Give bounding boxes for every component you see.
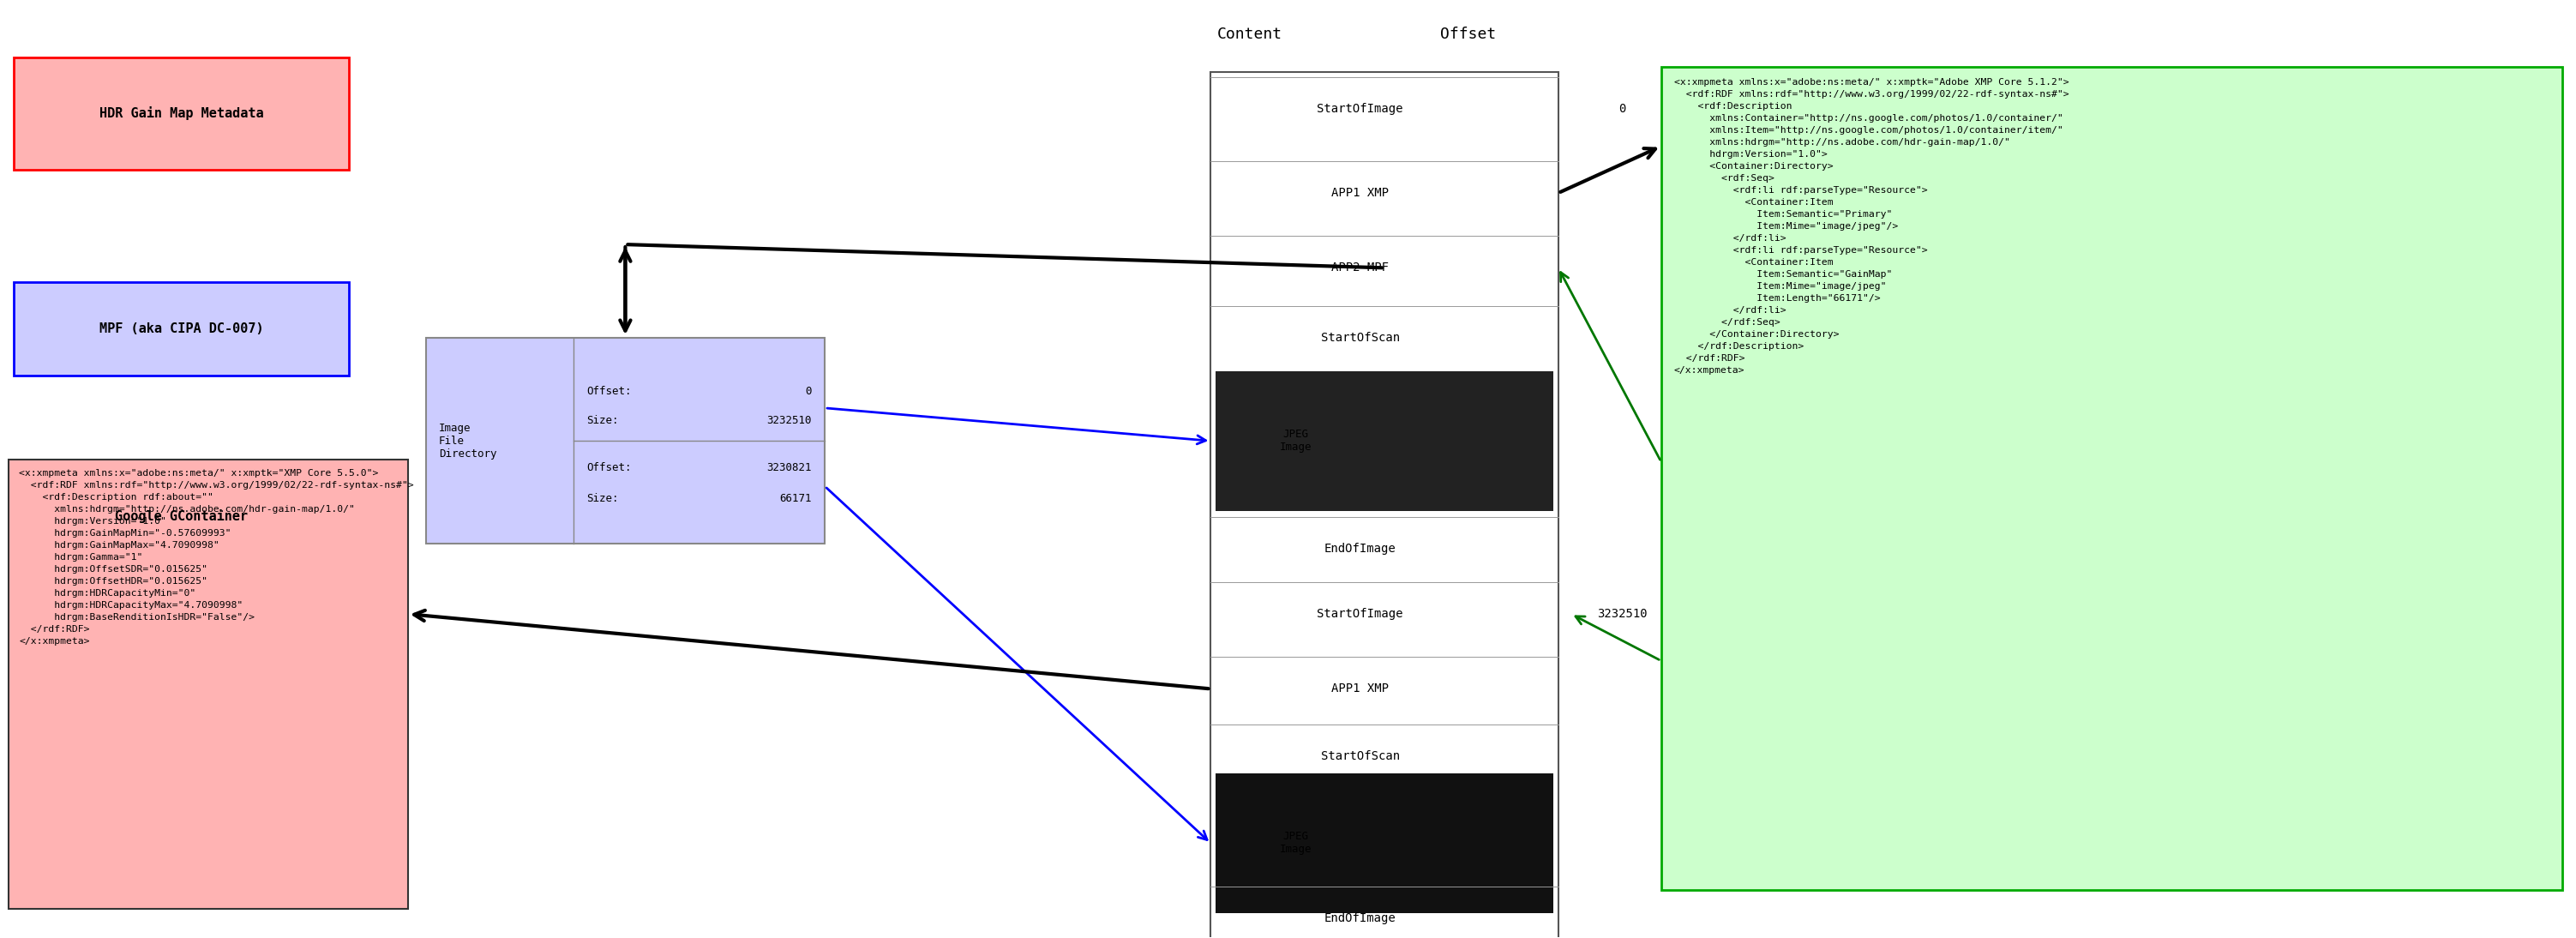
FancyBboxPatch shape <box>13 469 348 563</box>
FancyBboxPatch shape <box>13 57 348 170</box>
Text: EndOfImage: EndOfImage <box>1324 912 1396 924</box>
Text: HDR Gain Map Metadata: HDR Gain Map Metadata <box>100 107 263 120</box>
Text: Image
File
Directory: Image File Directory <box>438 422 497 460</box>
Text: EndOfImage: EndOfImage <box>1324 542 1396 554</box>
Text: Google GContainer: Google GContainer <box>116 509 247 522</box>
FancyBboxPatch shape <box>1216 773 1553 914</box>
Text: APP1 XMP: APP1 XMP <box>1332 187 1388 199</box>
Text: <x:xmpmeta xmlns:x="adobe:ns:meta/" x:xmptk="XMP Core 5.5.0">
  <rdf:RDF xmlns:r: <x:xmpmeta xmlns:x="adobe:ns:meta/" x:xm… <box>18 469 415 645</box>
Text: 0: 0 <box>1618 103 1625 114</box>
FancyBboxPatch shape <box>1662 67 2563 890</box>
Text: MPF (aka CIPA DC-007): MPF (aka CIPA DC-007) <box>100 323 263 335</box>
Text: 3232510: 3232510 <box>768 415 811 426</box>
FancyBboxPatch shape <box>1211 72 1558 938</box>
FancyBboxPatch shape <box>1216 371 1553 511</box>
Text: 66171: 66171 <box>781 493 811 504</box>
Text: JPEG
Image: JPEG Image <box>1280 831 1311 855</box>
Text: 0: 0 <box>806 386 811 397</box>
Text: Content: Content <box>1216 26 1283 41</box>
Text: 3230821: 3230821 <box>768 462 811 474</box>
Text: JPEG
Image: JPEG Image <box>1280 429 1311 453</box>
Text: Offset:: Offset: <box>587 462 631 474</box>
Text: Size:: Size: <box>587 493 618 504</box>
Text: StartOfImage: StartOfImage <box>1316 608 1404 620</box>
Text: APP2 MPF: APP2 MPF <box>1332 262 1388 274</box>
Text: Offset:: Offset: <box>587 386 631 397</box>
Text: 3232510: 3232510 <box>1597 608 1649 620</box>
Text: Size:: Size: <box>587 415 618 426</box>
FancyBboxPatch shape <box>8 460 407 909</box>
Text: StartOfScan: StartOfScan <box>1321 750 1399 763</box>
Text: APP1 XMP: APP1 XMP <box>1332 683 1388 695</box>
FancyBboxPatch shape <box>13 282 348 375</box>
Text: <x:xmpmeta xmlns:x="adobe:ns:meta/" x:xmptk="Adobe XMP Core 5.1.2">
  <rdf:RDF x: <x:xmpmeta xmlns:x="adobe:ns:meta/" x:xm… <box>1674 78 2069 374</box>
Text: Offset: Offset <box>1440 26 1497 41</box>
Text: StartOfImage: StartOfImage <box>1316 103 1404 114</box>
Text: StartOfScan: StartOfScan <box>1321 332 1399 344</box>
FancyBboxPatch shape <box>425 338 824 544</box>
